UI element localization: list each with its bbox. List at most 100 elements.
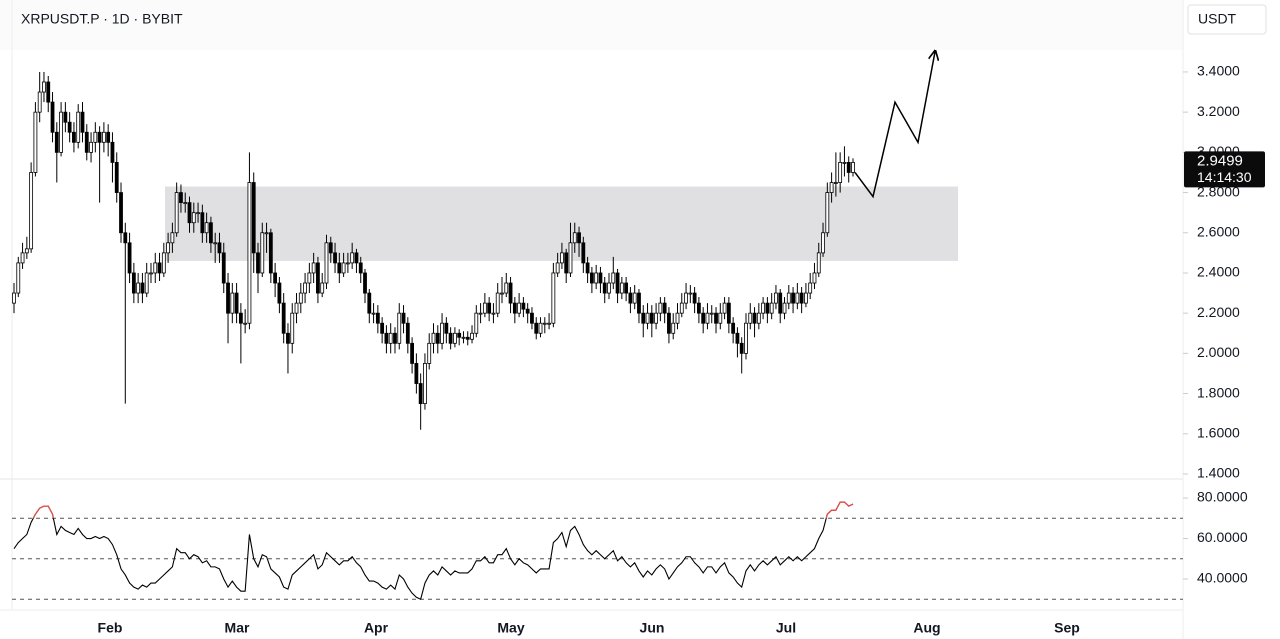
candle-body bbox=[564, 252, 569, 274]
candle-body bbox=[281, 302, 286, 334]
candle-body bbox=[46, 81, 51, 103]
candle-body bbox=[739, 342, 744, 354]
candle-body bbox=[461, 336, 466, 339]
candle-body bbox=[101, 131, 106, 143]
candle-body bbox=[20, 252, 25, 264]
candle-body bbox=[598, 272, 603, 284]
candle-body bbox=[654, 312, 658, 324]
candle-body bbox=[84, 131, 89, 153]
candle-body bbox=[144, 272, 149, 294]
candle-body bbox=[812, 272, 817, 284]
candle-body bbox=[607, 282, 611, 294]
candle-body bbox=[752, 312, 757, 324]
candle-body bbox=[324, 242, 329, 284]
candle-body bbox=[149, 272, 153, 275]
candle-body bbox=[363, 272, 367, 294]
candle-body bbox=[560, 252, 564, 264]
candle-body bbox=[722, 302, 727, 314]
candle-body bbox=[487, 302, 492, 314]
candle-body bbox=[701, 312, 706, 324]
candle-body bbox=[311, 262, 316, 274]
candle-body bbox=[405, 322, 410, 344]
currency-label[interactable]: USDT bbox=[1198, 11, 1237, 27]
countdown-label: 14:14:30 bbox=[1197, 169, 1252, 185]
candle-body bbox=[645, 312, 650, 324]
candle-body bbox=[838, 162, 843, 183]
candle-body bbox=[119, 192, 123, 234]
candle-body bbox=[230, 292, 235, 314]
candle-body bbox=[619, 282, 624, 294]
header-band bbox=[0, 0, 1183, 50]
candle-body bbox=[59, 111, 63, 153]
candle-body bbox=[448, 332, 453, 344]
candle-body bbox=[500, 292, 504, 295]
candle-body bbox=[791, 292, 795, 304]
candle-body bbox=[692, 292, 697, 304]
candle-body bbox=[512, 302, 517, 314]
candle-body bbox=[114, 162, 119, 193]
candle-body bbox=[328, 242, 333, 254]
candle-body bbox=[76, 111, 81, 143]
month-label: Sep bbox=[1054, 620, 1080, 636]
candle-body bbox=[303, 282, 307, 294]
candle-body bbox=[696, 302, 701, 314]
projection-arrow bbox=[854, 52, 935, 199]
candle-body bbox=[478, 312, 483, 315]
candle-body bbox=[821, 232, 825, 254]
candle-body bbox=[93, 131, 98, 143]
candle-body bbox=[756, 312, 761, 324]
candle-body bbox=[572, 232, 577, 244]
candle-body bbox=[846, 162, 851, 173]
candle-body bbox=[140, 282, 145, 294]
candle-body bbox=[679, 302, 684, 314]
candle-body bbox=[431, 332, 436, 344]
candle-body bbox=[401, 312, 406, 324]
plot-background bbox=[0, 0, 1183, 639]
candle-body bbox=[538, 322, 543, 334]
candle-body bbox=[833, 182, 838, 184]
candle-body bbox=[277, 282, 282, 304]
candle-body bbox=[675, 312, 680, 324]
month-label: Mar bbox=[225, 620, 250, 636]
candle-body bbox=[384, 332, 389, 344]
candle-body bbox=[243, 322, 248, 325]
rsi-tick-label: 60.0000 bbox=[1197, 529, 1248, 545]
candle-body bbox=[517, 302, 522, 314]
candle-body bbox=[290, 312, 295, 344]
candle-body bbox=[196, 212, 200, 215]
candle-body bbox=[542, 322, 547, 325]
candle-body bbox=[179, 192, 183, 204]
candle-body bbox=[153, 262, 158, 274]
last-price-box bbox=[1184, 151, 1265, 188]
candle-body bbox=[470, 332, 474, 340]
candle-body bbox=[337, 262, 342, 274]
candle-body bbox=[136, 282, 141, 294]
rsi-tick-label: 40.0000 bbox=[1197, 570, 1248, 586]
candle-body bbox=[42, 81, 46, 93]
candle-body bbox=[106, 131, 111, 143]
candle-body bbox=[247, 182, 252, 324]
rsi-line bbox=[13, 501, 854, 601]
candle-body bbox=[525, 308, 530, 314]
candle-body bbox=[397, 312, 402, 344]
candle-body bbox=[191, 212, 196, 224]
candle-body bbox=[649, 312, 654, 324]
candle-body bbox=[688, 292, 693, 295]
candle-body bbox=[161, 252, 166, 274]
candle-body bbox=[786, 292, 791, 304]
candle-body bbox=[354, 252, 359, 264]
candle-body bbox=[123, 232, 128, 244]
candle-body bbox=[808, 282, 813, 294]
candle-body bbox=[530, 312, 534, 324]
candle-body bbox=[256, 252, 260, 274]
candle-body bbox=[628, 292, 633, 304]
candle-body bbox=[435, 332, 440, 344]
candle-body bbox=[714, 312, 718, 324]
candle-body bbox=[209, 222, 213, 244]
currency-box[interactable] bbox=[1187, 4, 1267, 35]
candle-body bbox=[238, 312, 243, 324]
candle-body bbox=[615, 272, 620, 294]
candle-body bbox=[33, 111, 38, 173]
candle-body bbox=[375, 312, 380, 324]
